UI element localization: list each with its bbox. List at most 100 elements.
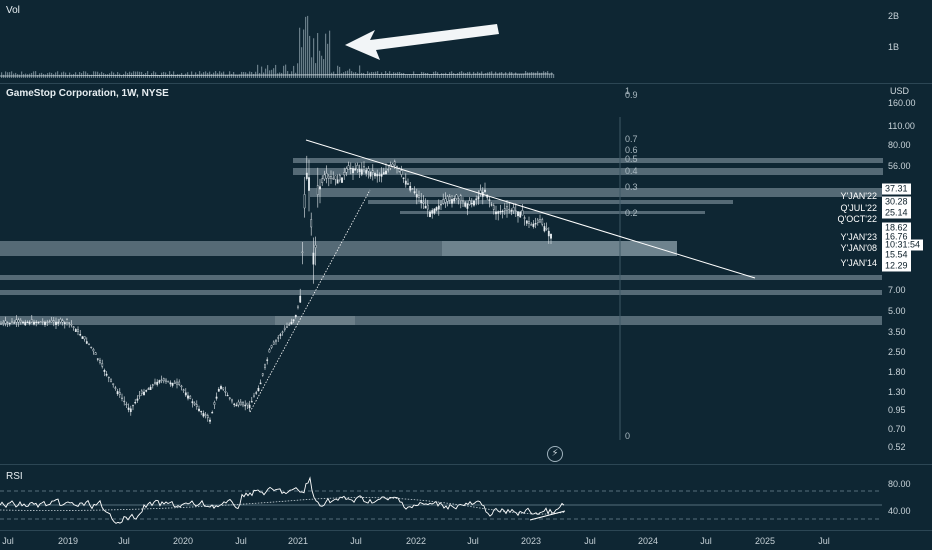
fib-label: 0.9	[625, 90, 638, 100]
fib-label: 0.7	[625, 134, 638, 144]
candle-body	[96, 358, 99, 360]
candle-body	[514, 210, 517, 212]
pane-separator[interactable]	[0, 83, 932, 84]
volume-bar	[527, 72, 529, 78]
level-label: Y'JAN'23	[840, 232, 877, 242]
candle-body	[70, 324, 73, 326]
volume-bar	[289, 73, 291, 78]
candle-body	[233, 403, 236, 405]
pane-separator[interactable]	[0, 464, 932, 465]
volume-bar	[257, 64, 259, 78]
candle-body	[239, 401, 242, 406]
volume-bar	[373, 72, 375, 78]
volume-bar	[533, 72, 535, 78]
candle-body	[4, 320, 7, 324]
candle-body	[382, 172, 385, 175]
time-axis-label: 2021	[287, 536, 309, 546]
volume-bar	[49, 72, 51, 78]
volume-bar	[507, 74, 509, 78]
candle-body	[385, 170, 387, 175]
candle-body	[191, 401, 194, 404]
candle-body	[33, 321, 35, 325]
rsi-pane[interactable]: RSI	[0, 465, 882, 530]
candle-body	[184, 392, 187, 396]
volume-bar	[429, 74, 431, 78]
fib-label: 0.5	[625, 154, 638, 164]
rsi-trend-line	[529, 510, 566, 521]
support-zone	[0, 241, 442, 256]
price-axis-label: 3.50	[888, 327, 906, 337]
candle-body	[209, 419, 211, 422]
volume-pane[interactable]: Vol	[0, 0, 882, 83]
volume-bar	[487, 72, 489, 78]
rsi-line	[0, 476, 565, 524]
volume-bar	[201, 73, 203, 78]
volume-bar	[77, 74, 79, 78]
time-axis-label: Jul	[818, 536, 830, 546]
time-axis-label: Jul	[700, 536, 712, 546]
volume-bar	[65, 72, 67, 78]
volume-bar	[415, 74, 417, 78]
volume-bar	[535, 72, 537, 78]
candle-body	[343, 172, 346, 176]
fib-label: 1	[625, 86, 631, 96]
volume-bar	[189, 74, 191, 78]
volume-bar	[227, 74, 229, 78]
volume-bar	[287, 71, 289, 78]
volume-bar	[505, 72, 507, 78]
volume-bar	[417, 74, 419, 78]
candle-body	[367, 168, 370, 172]
volume-bar	[7, 72, 9, 78]
candle-body	[220, 386, 222, 389]
candle-body	[213, 402, 216, 405]
candle-body	[475, 198, 478, 200]
candle-body	[211, 412, 214, 414]
candle-body	[198, 408, 200, 411]
rsi-axis-label-40: 40.00	[888, 506, 911, 516]
candle-body	[151, 384, 154, 386]
candle-body	[55, 321, 57, 326]
volume-bar	[473, 71, 475, 78]
candle-body	[398, 167, 401, 172]
candle-body	[426, 204, 429, 210]
volume-bar	[179, 74, 181, 78]
volume-bar	[471, 74, 473, 78]
candle-body	[92, 349, 95, 352]
arrow-annotation	[345, 24, 499, 60]
volume-bar	[539, 72, 541, 78]
volume-bar	[293, 65, 295, 78]
pane-separator[interactable]	[0, 530, 932, 531]
volume-bar	[31, 72, 33, 78]
candle-body	[349, 167, 352, 170]
lightning-icon[interactable]: ⚡	[547, 446, 563, 462]
volume-bar	[301, 47, 303, 78]
time-axis-label: Jul	[350, 536, 362, 546]
price-axis-label: 1.30	[888, 387, 906, 397]
candle-body	[259, 382, 262, 385]
volume-bar	[253, 73, 255, 78]
volume-bar	[489, 71, 491, 78]
candle-body	[125, 403, 128, 406]
candle-body	[336, 179, 339, 184]
price-pane[interactable]: GameStop Corporation, 1W, NYSE	[0, 84, 882, 464]
candle-body	[0, 323, 2, 325]
candle-body	[497, 211, 500, 214]
volume-bar	[75, 72, 77, 78]
candle-body	[347, 165, 350, 170]
candle-body	[534, 223, 537, 225]
candle-body	[495, 211, 497, 215]
candle-body	[187, 395, 189, 399]
volume-bar	[341, 73, 343, 78]
volume-bar	[551, 72, 553, 78]
volume-bar	[1, 72, 3, 78]
volume-bar	[397, 72, 399, 78]
fib-label: 0.4	[625, 166, 638, 176]
candle-body	[217, 389, 220, 392]
candle-body	[444, 198, 447, 203]
volume-bar	[141, 71, 143, 78]
candle-body	[171, 382, 174, 386]
volume-bar	[89, 74, 91, 78]
time-axis-label: Jul	[235, 536, 247, 546]
candle-body	[57, 321, 60, 324]
